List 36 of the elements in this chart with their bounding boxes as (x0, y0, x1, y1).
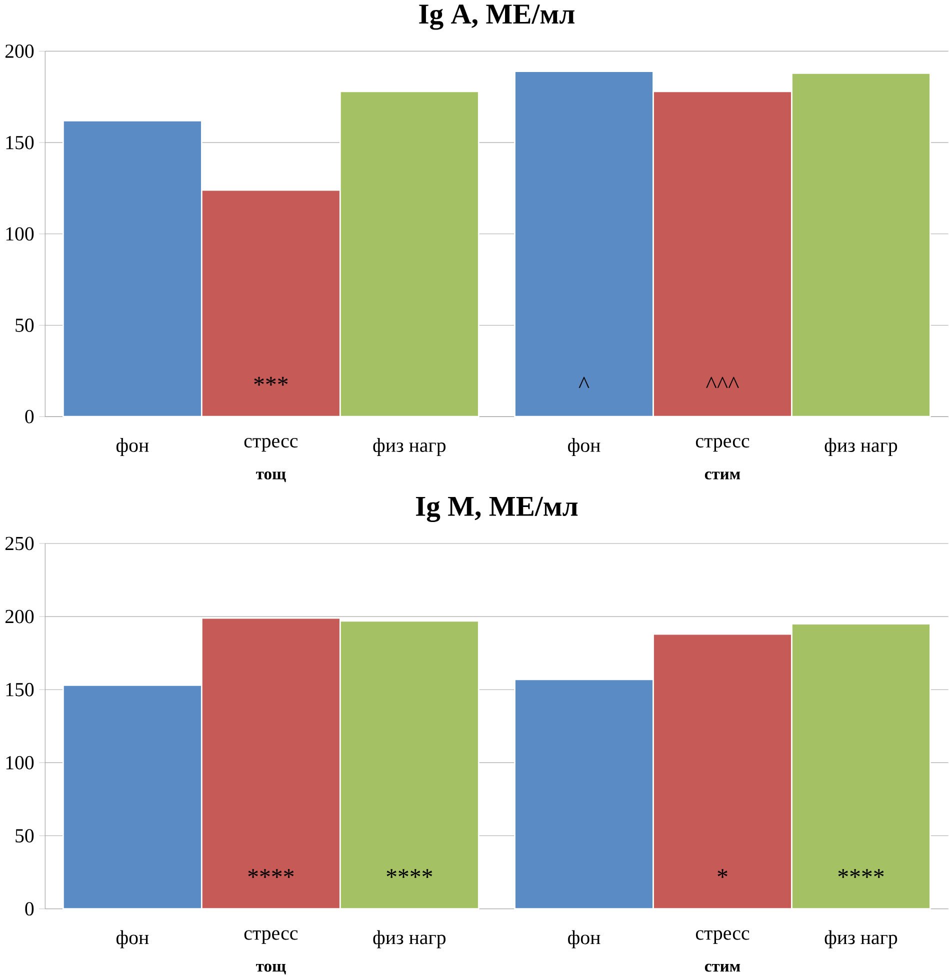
data-label: ^ (578, 376, 590, 388)
y-tick-label: 150 (6, 136, 34, 150)
series-label: фон (116, 930, 149, 948)
y-tick-label: 100 (6, 227, 34, 241)
x-tick-label: тощ (256, 472, 286, 482)
text: физ нагр (825, 438, 898, 456)
series-label: стресс (244, 930, 298, 944)
data-label: **** (386, 869, 432, 878)
y-tick-label: 200 (6, 610, 34, 624)
text: фон (568, 930, 600, 948)
y-tick-label: 250 (6, 536, 34, 550)
data-label: ^^^ (706, 376, 740, 388)
chart-title: Ig M, МЕ/мл (416, 496, 578, 522)
series-label: физ нагр (373, 438, 446, 456)
y-tick-label: 0 (25, 410, 34, 424)
x-tick-label: стим (705, 472, 740, 480)
data-label: * (718, 869, 728, 878)
series-label: стресс (244, 438, 298, 452)
x-tick-label: стим (705, 964, 740, 972)
text: стресс (696, 438, 750, 452)
data-label: *** (254, 376, 288, 386)
series-label: фон (116, 438, 149, 456)
y-tick-label: 50 (16, 829, 34, 842)
chart-title: Ig A, МЕ/мл (419, 4, 575, 30)
series-label: физ нагр (373, 930, 446, 948)
y-tick-label: 100 (6, 756, 34, 770)
text: стресс (696, 930, 750, 944)
y-tick-label: 50 (16, 318, 34, 332)
y-tick-label: 0 (25, 902, 34, 916)
x-tick-label: тощ (256, 964, 286, 974)
y-tick-label: 150 (6, 682, 34, 696)
y-tick-label: 200 (6, 44, 34, 58)
text: физ нагр (825, 930, 898, 948)
text: фон (568, 438, 600, 456)
data-label: **** (838, 869, 884, 878)
data-label: **** (248, 869, 294, 878)
